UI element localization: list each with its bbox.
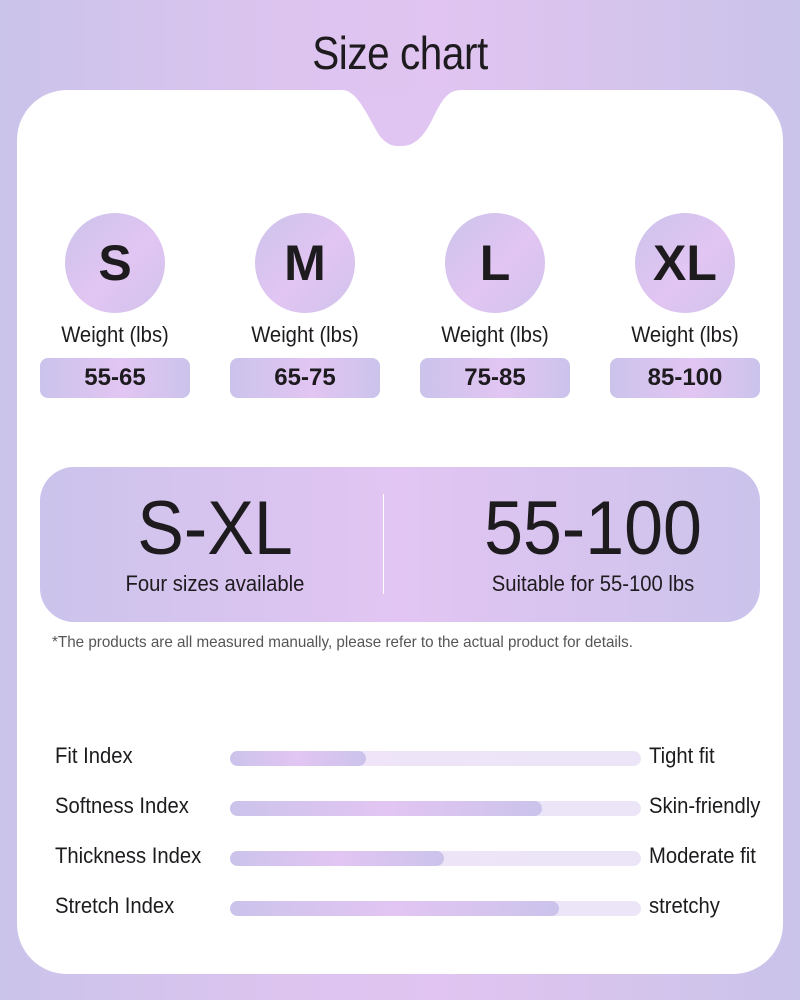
weight-range: 85-100: [610, 358, 760, 398]
size-s: S Weight (lbs) 55-65: [40, 213, 190, 398]
index-row: Thickness Index Moderate fit: [17, 843, 783, 873]
index-bar-fill: [230, 901, 559, 916]
index-result: Skin-friendly: [649, 793, 761, 818]
index-bar-fill: [230, 751, 366, 766]
index-bar: [230, 801, 641, 816]
size-badge: L: [445, 213, 545, 313]
page-title: Size chart: [312, 27, 488, 79]
weight-range-caption: Suitable for 55-100 lbs: [491, 571, 695, 596]
summary-panel: S-XL Four sizes available 55-100 Suitabl…: [40, 467, 760, 622]
weight-label: Weight (lbs): [61, 322, 169, 347]
size-range-caption: Four sizes available: [125, 571, 305, 596]
weight-summary: 55-100 Suitable for 55-100 lbs: [413, 467, 773, 622]
size-m: M Weight (lbs) 65-75: [230, 213, 380, 398]
index-row: Fit Index Tight fit: [17, 743, 783, 773]
index-bar-fill: [230, 851, 444, 866]
index-label: Softness Index: [55, 793, 189, 818]
size-badge: M: [255, 213, 355, 313]
divider: [383, 494, 384, 594]
index-label: Fit Index: [55, 743, 133, 768]
index-label: Stretch Index: [55, 893, 175, 918]
index-bar-fill: [230, 801, 543, 816]
size-l: L Weight (lbs) 75-85: [420, 213, 570, 398]
index-result: stretchy: [649, 893, 720, 918]
index-result: Moderate fit: [649, 843, 756, 868]
index-result: Tight fit: [649, 743, 715, 768]
weight-range: 75-85: [420, 358, 570, 398]
size-summary: S-XL Four sizes available: [35, 467, 395, 622]
size-badge: XL: [635, 213, 735, 313]
index-row: Stretch Index stretchy: [17, 893, 783, 923]
card-notch: [342, 90, 462, 147]
weight-range: 55-65: [40, 358, 190, 398]
index-label: Thickness Index: [55, 843, 202, 868]
index-row: Softness Index Skin-friendly: [17, 793, 783, 823]
size-badge: S: [65, 213, 165, 313]
index-bar: [230, 851, 641, 866]
size-xl: XL Weight (lbs) 85-100: [610, 213, 760, 398]
size-card: S Weight (lbs) 55-65 M Weight (lbs) 65-7…: [17, 90, 783, 974]
weight-label: Weight (lbs): [441, 322, 549, 347]
weight-label: Weight (lbs): [251, 322, 359, 347]
size-range-value: S-XL: [137, 486, 293, 571]
index-bar: [230, 901, 641, 916]
index-bar: [230, 751, 641, 766]
weight-range-value: 55-100: [484, 486, 702, 571]
weight-label: Weight (lbs): [631, 322, 739, 347]
measurement-note: *The products are all measured manually,…: [52, 634, 634, 651]
weight-range: 65-75: [230, 358, 380, 398]
